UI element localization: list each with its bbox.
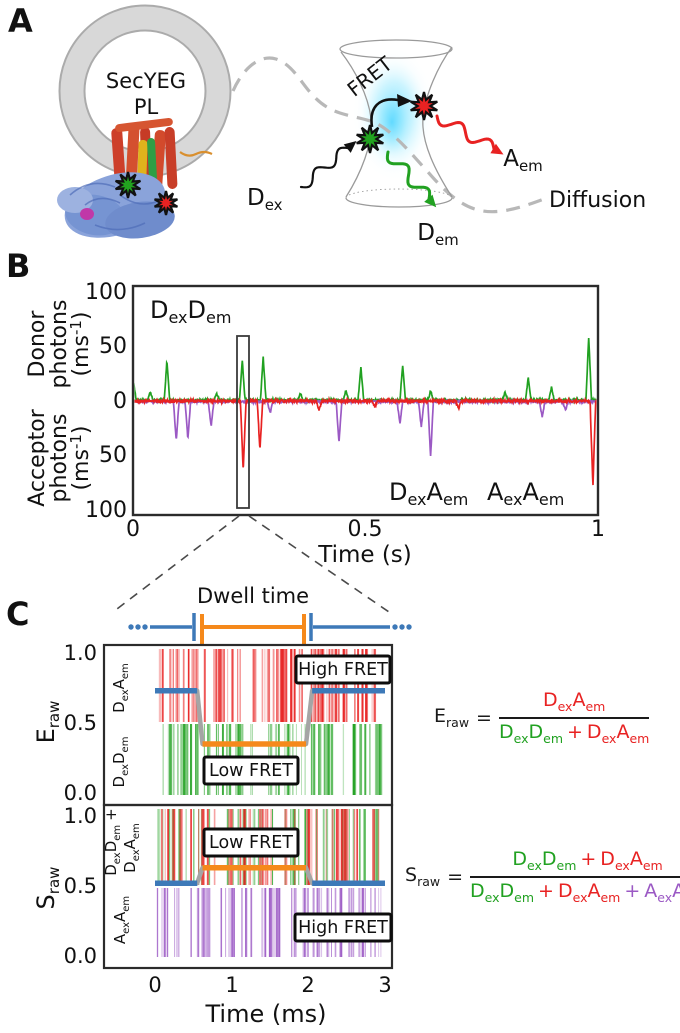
xtick-c-2: 2 <box>301 973 314 997</box>
ylabel-acceptor-units: (ms-1) <box>67 425 94 490</box>
diffusion-label: Diffusion <box>549 188 646 213</box>
eraw-lhs: Eraw <box>434 705 470 731</box>
photon-wavy-arrows <box>299 114 504 208</box>
fluorophore-stars <box>115 91 438 216</box>
eraw-numerator: DexAem <box>498 689 650 719</box>
ylabel-acceptor-1: Acceptor <box>25 408 50 506</box>
ylabel-acceptor-2: photons <box>47 414 72 503</box>
ylabel-sraw: Sraw <box>32 867 63 910</box>
sraw-step-trace <box>155 865 386 886</box>
xtick-c-3: 3 <box>378 973 391 997</box>
legend-dexdem: DexDem <box>150 296 231 327</box>
sraw-lhs: Sraw <box>405 864 441 890</box>
sraw-fraction: DexDem+DexAem DexDem+DexAem+AexAem <box>470 848 680 905</box>
confocal-glow-core <box>368 80 416 164</box>
donor-excitation-label: Dex <box>247 185 283 214</box>
s-channel-dexaem: DexAem <box>121 823 142 873</box>
protein-structure <box>57 117 213 239</box>
donor-tick-50: 50 <box>99 334 127 359</box>
s-tick-05: 0.5 <box>64 874 97 898</box>
s-high-fret-label: High FRET <box>298 918 388 938</box>
xtick-b-05: 0.5 <box>348 517 383 542</box>
eraw-denominator: DexDem + DexAem <box>498 720 650 746</box>
ylabel-donor-1: Donor <box>25 310 50 378</box>
donor-tick-100: 100 <box>85 280 127 305</box>
eraw-photon-raster <box>158 649 383 795</box>
xtick-c-0: 0 <box>148 973 161 997</box>
panel-c: C Dwell time 1.0 0.5 0.0 Eraw 1.0 0.5 <box>6 584 412 1028</box>
fret-arrowhead <box>397 94 412 107</box>
eraw-equation: Eraw = DexAem DexDem + DexAem <box>434 689 650 746</box>
dwell-bracket <box>128 613 412 644</box>
plot-frame-b <box>131 284 600 517</box>
fret-state-boxes: High FRET Low FRET Low FRET High FRET <box>202 654 393 943</box>
xtick-c-1: 1 <box>225 973 238 997</box>
sraw-numerator: DexDem + DexAem <box>470 848 680 878</box>
s-channel-dexdem-plus: DexDem+ <box>102 808 123 876</box>
s-low-fret-label: Low FRET <box>209 833 293 853</box>
e-low-fret-label: Low FRET <box>209 761 293 781</box>
acceptor-emission-label: Aem <box>503 146 543 175</box>
panel-b: B 100 50 0 50 100 Donor photons (ms-1) A… <box>6 247 605 568</box>
panel-b-label: B <box>6 247 30 285</box>
ylabel-donor-2: photons <box>47 300 72 389</box>
e-tick-00: 0.0 <box>64 781 97 805</box>
panel-c-label: C <box>6 595 29 633</box>
xtick-b-0: 0 <box>126 517 140 542</box>
e-tick-05: 0.5 <box>64 711 97 735</box>
plot-frame-sraw <box>102 803 394 970</box>
s-channel-aexaem: AexAem <box>111 896 132 944</box>
donor-emission-label: Dem <box>417 220 459 249</box>
e-high-fret-label: High FRET <box>298 660 388 680</box>
xlabel-c: Time (ms) <box>205 1000 327 1028</box>
eraw-step-trace <box>155 688 386 747</box>
acceptor-tick-100: 100 <box>85 498 127 523</box>
photon-count-traces <box>134 337 597 486</box>
zoom-connector-lines <box>112 515 390 613</box>
legend-dexaem: DexAem <box>389 478 468 509</box>
e-tick-10: 1.0 <box>64 641 97 665</box>
e-channel-dexaem: DexAem <box>110 663 131 713</box>
xtick-b-1: 1 <box>591 517 605 542</box>
panel-a: A SecYEG PL <box>8 2 646 249</box>
legend-aexaem: AexAem <box>487 478 564 509</box>
eraw-fraction: DexAem DexDem + DexAem <box>498 689 650 746</box>
vesicle-name-line1: SecYEG <box>106 69 186 93</box>
sraw-denominator: DexDem+DexAem+AexAem <box>470 879 680 905</box>
panel-a-label: A <box>8 2 33 40</box>
e-channel-dexdem: DexDem <box>110 737 131 788</box>
donor-tick-0: 0 <box>113 389 127 414</box>
protein-magenta-domain <box>80 208 94 220</box>
fret-arrow <box>370 98 399 128</box>
dwell-time-label: Dwell time <box>197 584 309 608</box>
zoom-selection-box <box>236 335 250 509</box>
vesicle-name-line2: PL <box>134 95 159 119</box>
ylabel-donor-units: (ms-1) <box>67 311 94 376</box>
s-tick-00: 0.0 <box>64 944 97 968</box>
ylabel-eraw: Eraw <box>32 701 63 744</box>
sraw-equation: Sraw = DexDem+DexAem DexDem+DexAem+AexAe… <box>405 848 680 905</box>
acceptor-tick-50: 50 <box>99 443 127 468</box>
xlabel-b: Time (s) <box>317 542 412 568</box>
s-tick-10: 1.0 <box>64 804 97 828</box>
protein-tail <box>179 150 213 157</box>
